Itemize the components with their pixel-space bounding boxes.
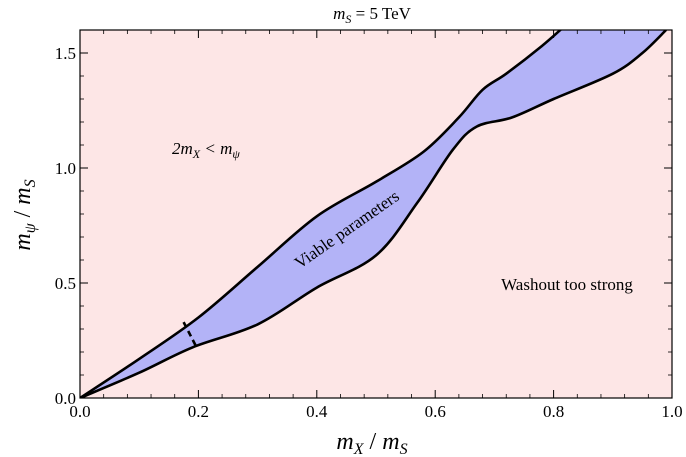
x-tick-label: 0.8: [543, 402, 564, 421]
y-tick-label: 0.5: [55, 274, 76, 293]
x-tick-label: 0.0: [69, 402, 90, 421]
x-tick-label: 0.4: [306, 402, 328, 421]
viable-band-area: [80, 30, 672, 398]
y-tick-label: 1.5: [55, 44, 76, 63]
y-tick-label: 1.0: [55, 159, 76, 178]
annotation-upper-region: 2mX < mψ: [172, 139, 240, 161]
annotation-lower-region: Washout too strong: [501, 275, 633, 294]
x-axis-title: mX / mS: [336, 429, 407, 457]
axis-ticks: 0.0 0.2 0.4 0.6 0.8 1.0 0.0 0.5 1.0 1.5: [55, 29, 683, 421]
band-lower-boundary: [80, 30, 667, 398]
y-tick-label: 0.0: [55, 389, 76, 408]
x-tick-label: 0.6: [425, 402, 446, 421]
y-axis-title: mψ / mS: [10, 179, 39, 250]
dashed-boundary-segment: [182, 321, 197, 346]
x-tick-label: 1.0: [661, 402, 682, 421]
x-tick-label: 0.2: [188, 402, 209, 421]
chart-title: mS = 5 TeV: [333, 4, 412, 26]
